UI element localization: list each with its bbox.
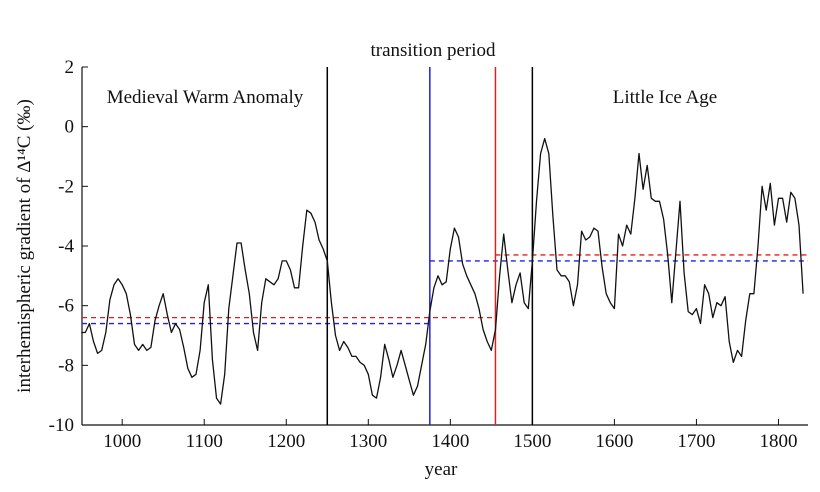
x-tick-label: 1000 [103,431,141,452]
annotation: Medieval Warm Anomaly [107,87,304,108]
y-tick-label: -8 [58,355,74,376]
x-tick-label: 1500 [513,431,551,452]
data-line [81,137,804,405]
x-tick-label: 1700 [677,431,715,452]
y-tick-label: -6 [58,296,74,317]
x-tick-label: 1400 [431,431,469,452]
annotation: Little Ice Age [613,87,717,108]
y-tick-label: 0 [65,117,75,138]
y-tick-label: 2 [65,57,75,78]
x-axis-label: year [425,459,458,480]
x-tick-label: 1600 [595,431,633,452]
x-tick-label: 1100 [186,431,223,452]
y-tick-label: -2 [58,176,74,197]
y-tick-label: -10 [49,415,74,436]
annotation: transition period [370,40,496,61]
x-tick-label: 1300 [349,431,387,452]
x-tick-label: 1800 [759,431,797,452]
x-tick-label: 1200 [267,431,305,452]
y-axis-label: interhemispheric gradient of Δ¹⁴C (‰) [14,99,35,393]
y-tick-label: -4 [58,236,74,257]
